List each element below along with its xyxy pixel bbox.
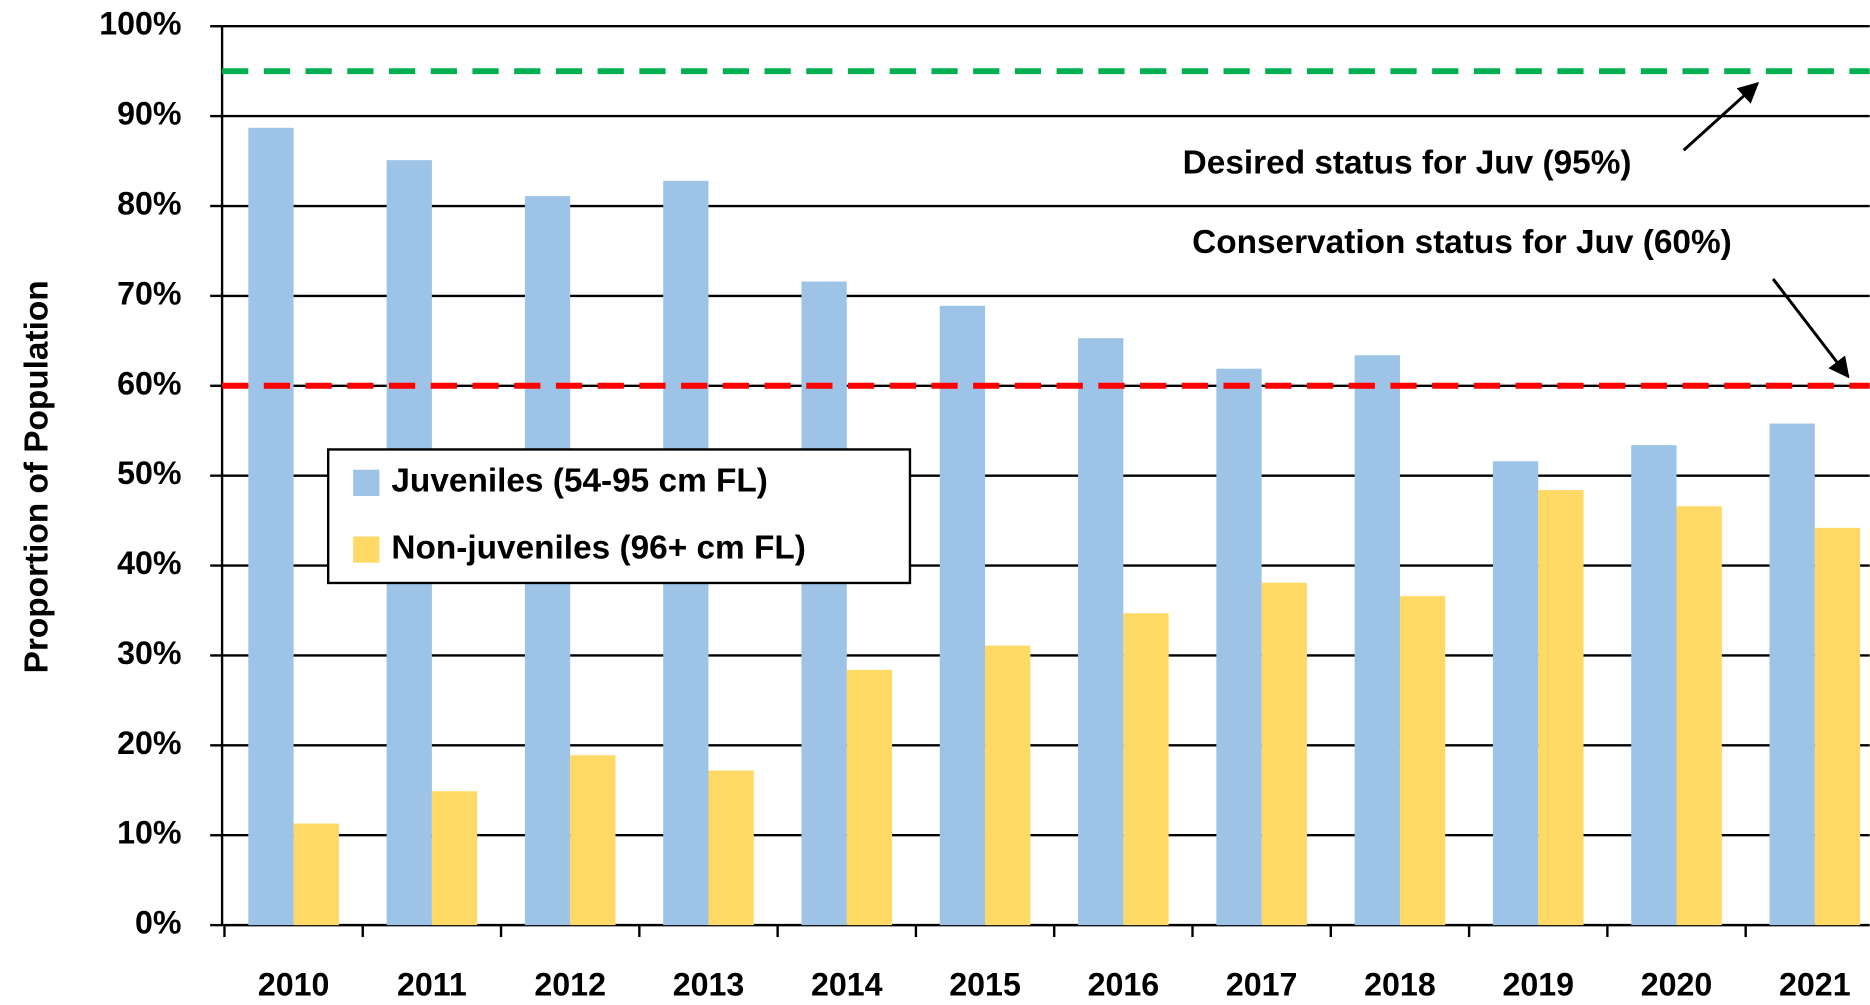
bar — [431, 791, 478, 926]
bar — [1676, 506, 1722, 926]
bar — [1123, 613, 1169, 926]
legend-label: Juveniles (54-95 cm FL) — [391, 463, 768, 500]
x-tick-label: 2018 — [1364, 967, 1436, 1003]
x-tick-label: 2015 — [949, 967, 1021, 1003]
x-tick-label: 2020 — [1641, 967, 1713, 1003]
x-tick-label: 2019 — [1502, 967, 1574, 1003]
bar — [846, 669, 893, 926]
y-tick-label: 20% — [117, 725, 181, 761]
x-tick-label: 2021 — [1779, 967, 1851, 1003]
x-tick-label: 2013 — [673, 967, 745, 1003]
x-tick-label: 2011 — [397, 967, 467, 1003]
bar — [939, 305, 986, 926]
legend-swatch — [353, 469, 380, 496]
y-axis-label: Proportion of Population — [18, 280, 55, 673]
bar — [1814, 527, 1861, 926]
y-tick-label: 80% — [117, 186, 181, 222]
bar — [801, 281, 847, 926]
annotation: Conservation status for Juv (60%) — [1192, 224, 1732, 261]
arrow — [1682, 82, 1760, 152]
legend-swatch — [353, 536, 380, 563]
legend-box — [326, 448, 912, 585]
bar — [1216, 368, 1262, 926]
legend-label: Non-juveniles (96+ cm FL) — [391, 529, 806, 566]
y-tick-label: 60% — [117, 365, 181, 401]
y-tick-label: 0% — [135, 905, 182, 941]
bar — [708, 770, 754, 926]
bar — [1492, 461, 1539, 926]
y-tick-label: 50% — [117, 455, 181, 491]
bar — [570, 755, 616, 926]
bar — [1631, 445, 1677, 926]
bar — [248, 127, 294, 926]
bar — [1399, 596, 1446, 926]
y-tick-label: 100% — [99, 6, 181, 42]
y-tick-label: 40% — [117, 545, 181, 581]
bar — [1078, 338, 1124, 926]
y-tick-label: 90% — [117, 96, 181, 132]
x-tick-label: 2014 — [811, 967, 883, 1003]
bar — [1354, 355, 1400, 926]
bar — [1769, 423, 1815, 926]
x-tick-label: 2016 — [1088, 967, 1160, 1003]
x-tick-label: 2017 — [1226, 967, 1298, 1003]
y-tick-label: 30% — [117, 635, 181, 671]
y-tick-label: 10% — [117, 815, 181, 851]
arrow — [1771, 278, 1850, 379]
bar — [1261, 582, 1307, 926]
x-tick-label: 2010 — [258, 967, 330, 1003]
annotation: Desired status for Juv (95%) — [1183, 144, 1632, 181]
bar — [985, 645, 1031, 926]
x-tick-label: 2012 — [534, 967, 606, 1003]
bar — [1538, 490, 1584, 926]
bar — [293, 823, 339, 926]
y-tick-label: 70% — [117, 275, 181, 311]
